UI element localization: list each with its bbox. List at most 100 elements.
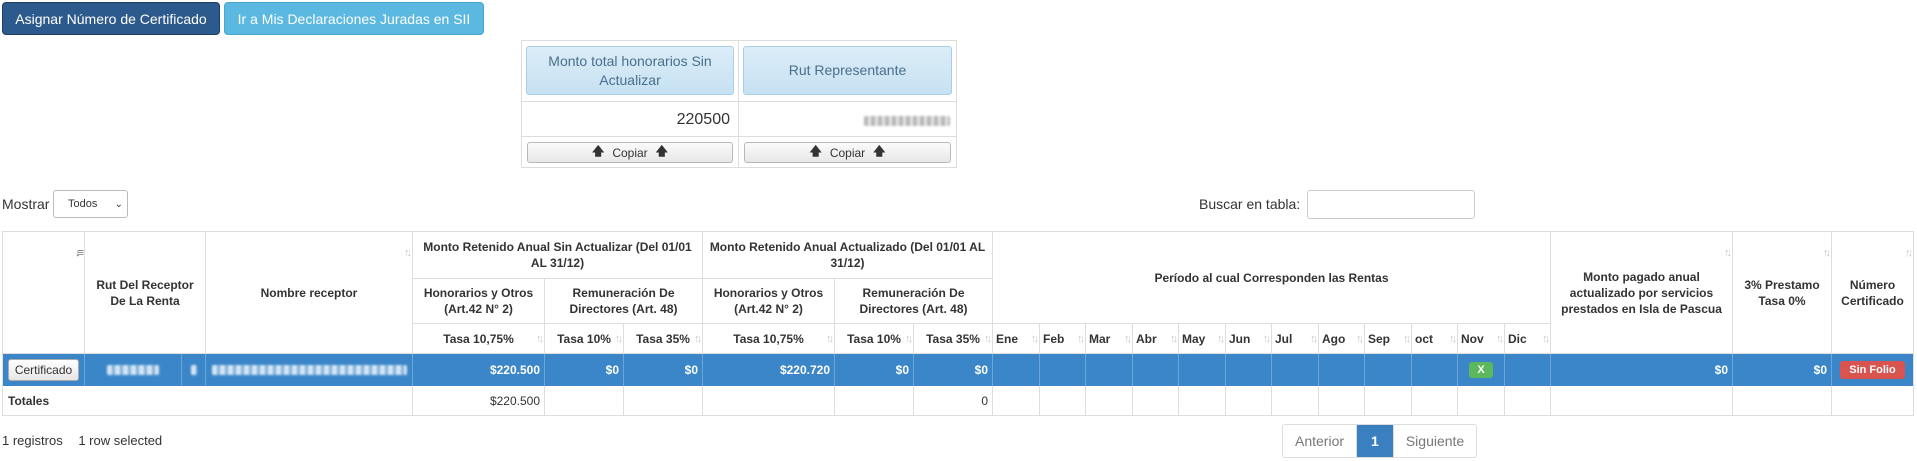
summary-value-rut (739, 101, 956, 137)
subgroup-honorarios-label: Honorarios y Otros (Art.42 N° 2) (423, 286, 534, 316)
col-prestamo[interactable]: 3% Prestamo Tasa 0% ↑↓ (1733, 232, 1832, 354)
sort-icon[interactable]: ↑↓ (1823, 247, 1831, 259)
go-to-sii-button[interactable]: Ir a Mis Declaraciones Juradas en SII (224, 2, 484, 35)
col-month[interactable]: Sep ↑↓ (1365, 324, 1412, 354)
sort-icon[interactable]: ↓≡ (75, 247, 84, 259)
col-month[interactable]: May ↑↓ (1179, 324, 1226, 354)
sort-icon[interactable]: ↑↓ (404, 247, 412, 259)
col-month[interactable]: Feb ↑↓ (1040, 324, 1086, 354)
row-sa-tasa-1075: $220.500 (413, 354, 545, 386)
redacted-name (211, 365, 407, 375)
declarations-table: ↓≡ Rut Del Receptor De La Renta Nombre r… (2, 231, 1914, 416)
summary-value-total: 220500 (522, 101, 738, 137)
redacted-rut (864, 116, 950, 126)
sort-icon[interactable]: ↑↓ (1496, 332, 1504, 345)
col-sa-tasa-35[interactable]: Tasa 35% ↑↓ (624, 324, 703, 354)
show-entries-select[interactable]: Todos ⌄ (53, 190, 128, 218)
sort-icon[interactable]: ↑↓ (1310, 332, 1318, 345)
arrow-up-icon: 🡅 (655, 144, 669, 158)
row-month-cell (1272, 354, 1319, 386)
col-month[interactable]: Ago ↑↓ (1319, 324, 1365, 354)
totals-empty (1226, 386, 1272, 415)
prev-page-button[interactable]: Anterior (1283, 425, 1358, 457)
col-month-label: Dic (1508, 331, 1527, 346)
sort-icon[interactable]: ↑↓ (1031, 332, 1039, 345)
sort-icon[interactable]: ↑↓ (826, 332, 834, 345)
copy-rut-button[interactable]: 🡅 Copiar 🡅 (744, 142, 951, 163)
row-month-cell (1412, 354, 1458, 386)
col-month[interactable]: Jun ↑↓ (1226, 324, 1272, 354)
sort-icon[interactable]: ↑↓ (615, 332, 623, 345)
subgroup-honorarios-sa: Honorarios y Otros (Art.42 N° 2) (413, 279, 545, 324)
sort-icon[interactable]: ↑↓ (1356, 332, 1364, 345)
group-actualizado-label: Monto Retenido Anual Actualizado (Del 01… (709, 240, 986, 270)
row-folio-cell: Sin Folio (1832, 354, 1913, 386)
sort-icon[interactable]: ↑↓ (694, 332, 702, 345)
col-ac-tasa-1075[interactable]: Tasa 10,75% ↑↓ (703, 324, 835, 354)
page-1-button[interactable]: 1 (1357, 425, 1394, 457)
tasa-label: Tasa 10% (557, 331, 611, 346)
totals-empty (1086, 386, 1133, 415)
col-isla-pascua[interactable]: Monto pagado anual actualizado por servi… (1551, 232, 1733, 354)
sort-icon[interactable]: ↑↓ (536, 332, 544, 345)
assign-certificate-button[interactable]: Asignar Número de Certificado (2, 2, 220, 35)
col-month[interactable]: Jul ↑↓ (1272, 324, 1319, 354)
totals-empty (545, 386, 624, 415)
col-month[interactable]: Nov ↑↓ (1458, 324, 1505, 354)
summary-header-total: Monto total honorarios Sin Actualizar (526, 46, 734, 95)
summary-col-total: Monto total honorarios Sin Actualizar 22… (522, 41, 739, 167)
totals-empty (1040, 386, 1086, 415)
sort-icon[interactable]: ↑↓ (1263, 332, 1271, 345)
month-checked-badge: X (1469, 362, 1493, 378)
tasa-label: Tasa 35% (926, 331, 980, 346)
col-select[interactable]: ↓≡ (3, 232, 85, 354)
totals-empty (1272, 386, 1319, 415)
summary-header-rut: Rut Representante (743, 46, 952, 95)
sort-icon[interactable]: ↑↓ (1724, 247, 1732, 259)
sort-icon[interactable]: ↑↓ (984, 332, 992, 345)
totals-empty (835, 386, 914, 415)
sort-icon[interactable]: ↑↓ (1403, 332, 1411, 345)
col-month[interactable]: Mar ↑↓ (1086, 324, 1133, 354)
col-month[interactable]: Dic ↑↓ (1505, 324, 1551, 354)
sort-icon[interactable]: ↑↓ (1124, 332, 1132, 345)
col-ac-tasa-35[interactable]: Tasa 35% ↑↓ (914, 324, 993, 354)
col-nombre[interactable]: Nombre receptor ↑↓ (206, 232, 413, 354)
group-periodo: Período al cual Corresponden las Rentas (993, 232, 1551, 324)
col-month[interactable]: oct ↑↓ (1412, 324, 1458, 354)
row-month-cell (1319, 354, 1365, 386)
certificate-button[interactable]: Certificado (7, 359, 80, 381)
show-entries-value: Todos (68, 198, 98, 210)
sort-icon[interactable]: ↑↓ (1542, 332, 1550, 345)
row-month-cell (1365, 354, 1412, 386)
row-cert-cell: Certificado (3, 354, 85, 386)
table-row[interactable]: Certificado $220.500 $0 $0 $220.720 $0 $… (3, 354, 1913, 386)
sort-icon[interactable]: ↑↓ (1217, 332, 1225, 345)
search-label: Buscar en tabla: (1199, 196, 1301, 212)
subgroup-honorarios-ac: Honorarios y Otros (Art.42 N° 2) (703, 279, 835, 324)
row-ac-tasa-35: $0 (914, 354, 993, 386)
col-month[interactable]: Abr ↑↓ (1133, 324, 1179, 354)
sort-icon[interactable]: ↑↓ (1077, 332, 1085, 345)
row-month-cell (1133, 354, 1179, 386)
col-month[interactable]: Ene ↑↓ (993, 324, 1040, 354)
row-prestamo: $0 (1733, 354, 1832, 386)
col-rut[interactable]: Rut Del Receptor De La Renta (85, 232, 206, 354)
col-nombre-label: Nombre receptor (260, 285, 358, 300)
sort-icon[interactable]: ↑↓ (1449, 332, 1457, 345)
row-month-cell (993, 354, 1040, 386)
next-page-button[interactable]: Siguiente (1405, 433, 1465, 449)
sort-icon[interactable]: ↑↓ (905, 332, 913, 345)
totals-empty (993, 386, 1040, 415)
tasa-label: Tasa 10,75% (443, 331, 514, 346)
copy-total-button[interactable]: 🡅 Copiar 🡅 (527, 142, 733, 163)
col-numero-cert[interactable]: Número Certificado ↑↓ (1832, 232, 1913, 354)
sort-icon[interactable]: ↑↓ (1170, 332, 1178, 345)
col-sa-tasa-1075[interactable]: Tasa 10,75% ↑↓ (413, 324, 545, 354)
search-input[interactable] (1307, 190, 1475, 219)
col-sa-tasa-10[interactable]: Tasa 10% ↑↓ (545, 324, 624, 354)
col-ac-tasa-10[interactable]: Tasa 10% ↑↓ (835, 324, 914, 354)
sort-icon[interactable]: ↑↓ (1905, 247, 1913, 259)
totals-empty (1319, 386, 1365, 415)
row-ac-tasa-1075: $220.720 (703, 354, 835, 386)
